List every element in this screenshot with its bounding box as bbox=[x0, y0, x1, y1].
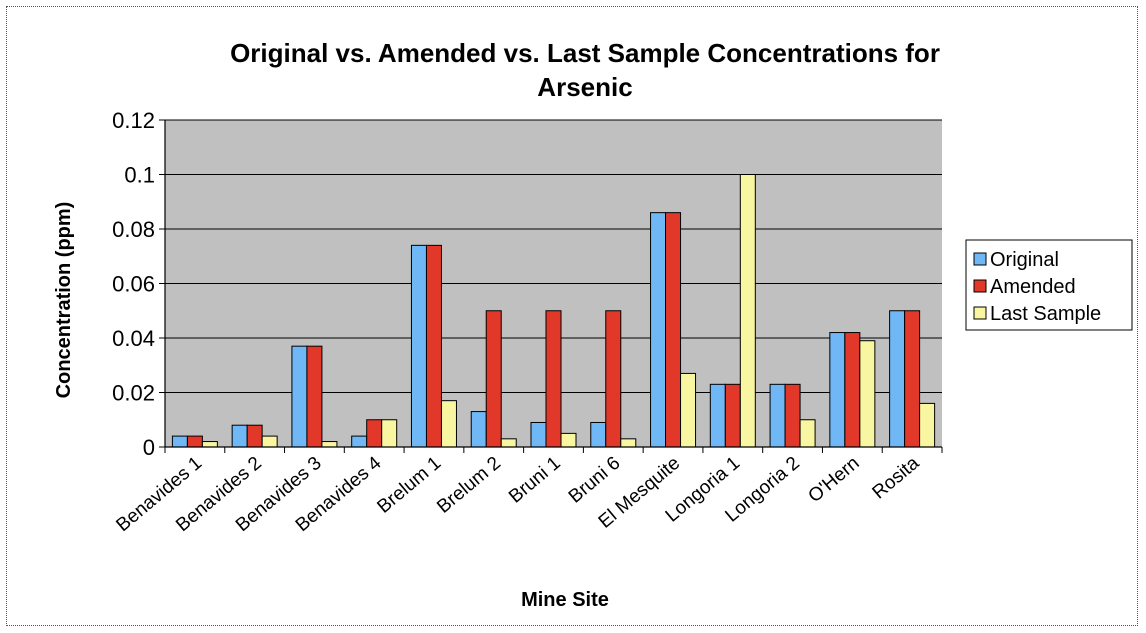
bar-last-sample bbox=[201, 441, 218, 448]
bar-amended bbox=[605, 310, 622, 448]
y-axis-ticks: 0 0.02 0.04 0.06 0.08 0.1 0.12 bbox=[112, 108, 165, 460]
bar-original bbox=[291, 345, 308, 448]
bar-amended bbox=[246, 424, 263, 448]
bar-amended bbox=[784, 383, 801, 448]
bar-last-sample bbox=[500, 438, 517, 448]
bar-last-sample bbox=[919, 402, 936, 448]
legend-box bbox=[965, 239, 1133, 331]
bar-amended bbox=[366, 419, 383, 448]
bar-last-sample bbox=[440, 400, 457, 448]
y-tick-label: 0.1 bbox=[124, 163, 155, 188]
y-tick-label: 0.02 bbox=[112, 381, 155, 406]
bar-original bbox=[171, 435, 188, 448]
legend: Original Amended Last Sample bbox=[965, 239, 1133, 331]
bar-original bbox=[829, 332, 846, 448]
bar-last-sample bbox=[321, 441, 338, 448]
bar-original bbox=[769, 383, 786, 448]
chart-title-line-1: Original vs. Amended vs. Last Sample Con… bbox=[230, 38, 940, 68]
chart-title-line-2: Arsenic bbox=[537, 72, 632, 102]
bar-amended bbox=[904, 310, 921, 448]
x-category-label: Brelum 2 bbox=[433, 453, 505, 518]
bar-original bbox=[650, 212, 667, 448]
x-category-label: Brelum 1 bbox=[373, 453, 445, 518]
y-axis-label: Concentration (ppm) bbox=[53, 202, 75, 399]
x-category-label: Bruni 1 bbox=[505, 453, 565, 508]
y-tick-label: 0.04 bbox=[112, 326, 155, 351]
y-tick-label: 0.12 bbox=[112, 108, 155, 133]
legend-swatch bbox=[973, 252, 987, 266]
bar-last-sample bbox=[680, 372, 697, 448]
x-category-label: Rosita bbox=[869, 452, 924, 503]
bar-amended bbox=[485, 310, 502, 448]
bar-last-sample bbox=[560, 432, 577, 448]
y-tick-label: 0 bbox=[143, 435, 155, 460]
bar-amended bbox=[665, 212, 682, 448]
bar-original bbox=[351, 435, 368, 448]
bar-last-sample bbox=[739, 174, 756, 448]
legend-swatch bbox=[973, 306, 987, 320]
bar-last-sample bbox=[620, 438, 637, 448]
axes bbox=[164, 120, 943, 453]
chart-frame bbox=[6, 6, 1138, 626]
legend-label: Last Sample bbox=[990, 303, 1101, 325]
bar-original bbox=[530, 421, 547, 448]
y-tick-label: 0.08 bbox=[112, 217, 155, 242]
bars bbox=[171, 174, 936, 448]
bar-amended bbox=[306, 345, 323, 448]
bar-last-sample bbox=[261, 435, 278, 448]
bar-original bbox=[889, 310, 906, 448]
bar-amended bbox=[545, 310, 562, 448]
bar-original bbox=[410, 244, 427, 448]
bar-amended bbox=[724, 383, 741, 448]
bar-last-sample bbox=[381, 419, 398, 448]
legend-label: Amended bbox=[990, 276, 1076, 298]
bar-original bbox=[470, 411, 487, 448]
bar-amended bbox=[425, 244, 442, 448]
bar-original bbox=[709, 383, 726, 448]
bar-last-sample bbox=[799, 419, 816, 448]
legend-swatch bbox=[973, 279, 987, 293]
bar-amended bbox=[844, 332, 861, 448]
bar-last-sample bbox=[859, 340, 876, 448]
bar-original bbox=[231, 424, 248, 448]
y-tick-label: 0.06 bbox=[112, 272, 155, 297]
chart-title: Original vs. Amended vs. Last Sample Con… bbox=[230, 38, 940, 102]
legend-label: Original bbox=[990, 249, 1059, 271]
bar-amended bbox=[186, 435, 203, 448]
x-category-label: O'Hern bbox=[804, 453, 863, 507]
bar-original bbox=[590, 421, 607, 448]
x-axis-label: Mine Site bbox=[521, 589, 609, 611]
